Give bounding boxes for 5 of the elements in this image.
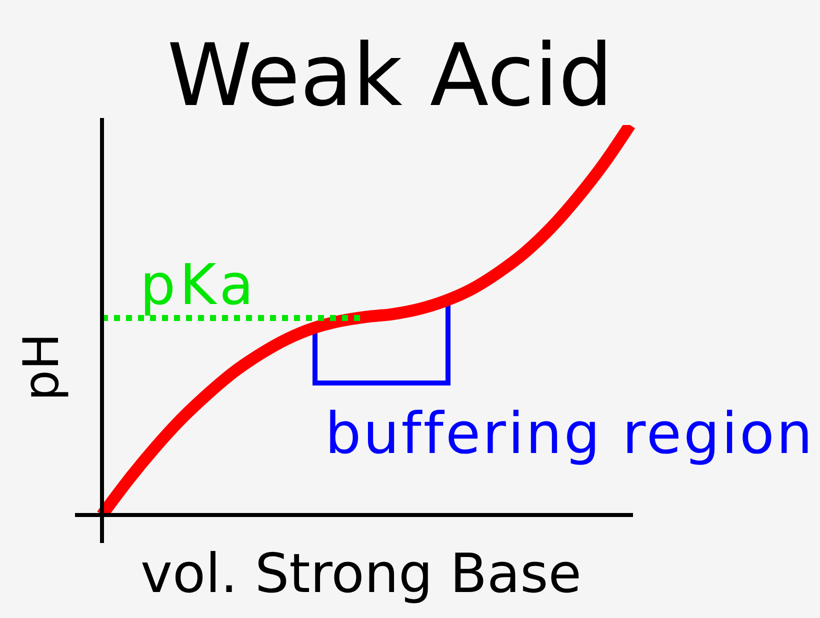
- x-axis-title: vol. Strong Base: [140, 542, 582, 605]
- chart-title: Weak Acid: [167, 26, 613, 126]
- y-axis-title: pH: [13, 333, 70, 401]
- ref-line-label: pKa: [140, 253, 258, 318]
- annotation: buffering region: [325, 401, 814, 467]
